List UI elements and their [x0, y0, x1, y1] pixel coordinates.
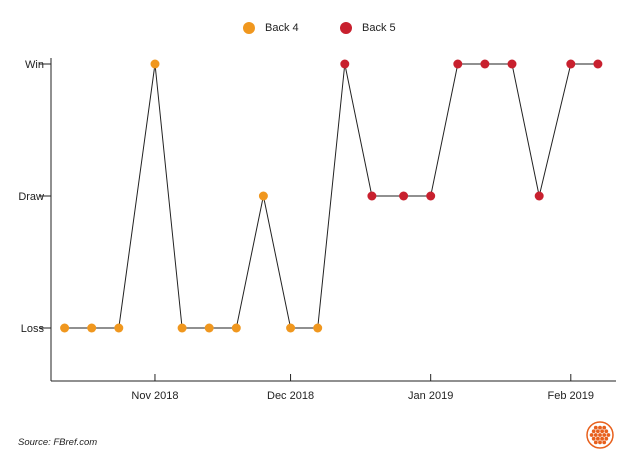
data-point-5: [177, 323, 187, 333]
legend: Back 4 Back 5: [0, 18, 635, 38]
logo-dot: [598, 440, 602, 445]
y-tick-label-win: Win: [25, 59, 44, 71]
data-point-19: [566, 59, 576, 69]
data-point-10: [313, 323, 323, 333]
legend-swatch-back-4: [243, 22, 255, 34]
logo-dot: [593, 440, 598, 445]
x-tick-label-1: Dec 2018: [267, 390, 314, 402]
legend-label-back-5: Back 5: [362, 22, 396, 34]
y-tick-label-loss: Loss: [21, 323, 45, 335]
data-point-9: [286, 323, 296, 333]
data-point-6: [204, 323, 214, 333]
legend-item-back-5: Back 5: [340, 18, 396, 38]
data-point-20: [593, 59, 603, 69]
results-line: [64, 63, 598, 329]
x-tick-label-2: Jan 2019: [408, 390, 453, 402]
logo-dot: [591, 436, 596, 441]
logo-dot: [604, 429, 609, 434]
legend-item-back-4: Back 4: [243, 18, 299, 38]
source-note: Source: FBref.com: [18, 437, 98, 448]
data-point-15: [453, 59, 463, 69]
legend-swatch-back-5: [340, 22, 352, 34]
data-point-17: [507, 59, 517, 69]
data-point-7: [231, 323, 241, 333]
logo-dot: [602, 440, 607, 445]
logo-dot: [596, 436, 600, 441]
logo-dot: [593, 425, 598, 430]
data-point-18: [534, 191, 544, 201]
logo-dot: [593, 433, 598, 437]
logo-dot: [600, 436, 604, 441]
data-point-16: [480, 59, 490, 69]
x-tick-label-3: Feb 2019: [548, 390, 594, 402]
data-point-8: [258, 191, 268, 201]
logo-dot: [600, 429, 604, 434]
logo-dot: [591, 429, 596, 434]
logo-dot: [598, 433, 602, 437]
data-point-12: [367, 191, 377, 201]
logo-dot: [604, 436, 609, 441]
data-point-1: [60, 323, 70, 333]
data-point-14: [426, 191, 436, 201]
y-tick-label-draw: Draw: [18, 191, 44, 203]
logo-dot: [606, 433, 611, 437]
logo-dot: [602, 425, 607, 430]
data-point-2: [87, 323, 97, 333]
logo-dot: [598, 425, 602, 430]
legend-label-back-4: Back 4: [265, 22, 299, 34]
logo-dot: [596, 429, 600, 434]
data-point-11: [340, 59, 350, 69]
fbref-logo-icon: [586, 421, 614, 449]
data-point-13: [399, 191, 409, 201]
x-tick-label-0: Nov 2018: [131, 390, 178, 402]
logo-dot: [589, 433, 594, 437]
logo-dot: [602, 433, 607, 437]
data-point-4: [150, 59, 160, 69]
data-point-3: [114, 323, 124, 333]
